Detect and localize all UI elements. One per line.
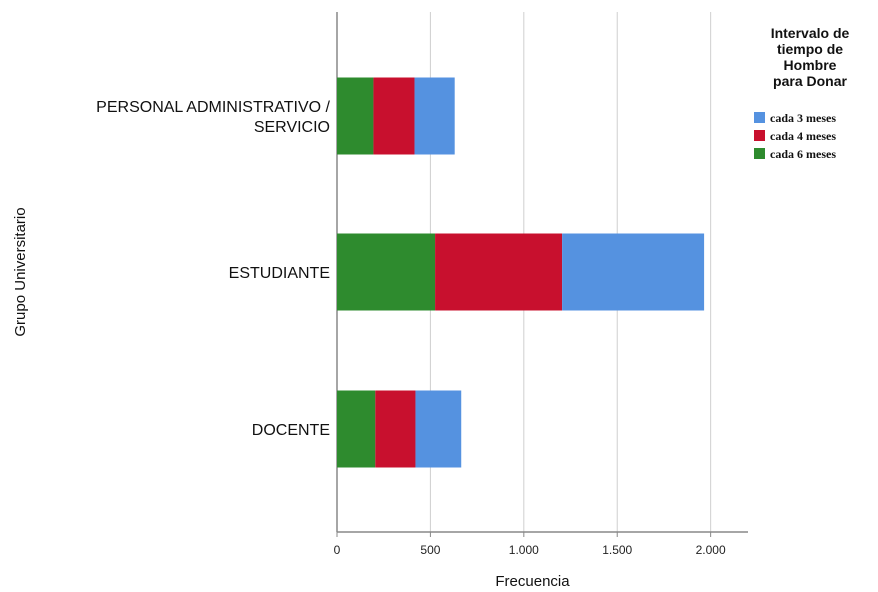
legend-title: Intervalo de tiempo de Hombre para Donar xyxy=(771,25,850,89)
y-category-label: ESTUDIANTE xyxy=(229,265,330,282)
bar-segment xyxy=(337,77,374,155)
bar-segment xyxy=(337,390,376,468)
bar-segment xyxy=(337,233,436,311)
x-axis-title: Frecuencia xyxy=(495,573,570,590)
legend-swatch xyxy=(754,148,765,159)
bar-segment xyxy=(375,390,416,468)
bar-segment xyxy=(415,390,462,468)
legend: Intervalo de tiempo de Hombre para Donar cad… xyxy=(754,25,849,161)
legend-label: cada 4 meses xyxy=(770,129,836,143)
x-tick-label: 500 xyxy=(420,543,440,557)
y-category-label: DOCENTE xyxy=(252,422,330,439)
bar-segment xyxy=(373,77,415,155)
bar-segment xyxy=(562,233,705,311)
bar-segment xyxy=(414,77,455,155)
legend-swatch xyxy=(754,112,765,123)
x-tick-label: 2.000 xyxy=(696,543,726,557)
bar-segment xyxy=(435,233,563,311)
x-tick-label: 0 xyxy=(334,543,341,557)
y-axis-title: Grupo Universitario xyxy=(12,207,29,336)
x-tick-label: 1.000 xyxy=(509,543,539,557)
x-tick-label: 1.500 xyxy=(602,543,632,557)
legend-label: cada 6 meses xyxy=(770,147,836,161)
y-category-label: PERSONAL ADMINISTRATIVO / SERVICIO xyxy=(96,99,330,136)
legend-swatch xyxy=(754,130,765,141)
legend-label: cada 3 meses xyxy=(770,111,836,125)
